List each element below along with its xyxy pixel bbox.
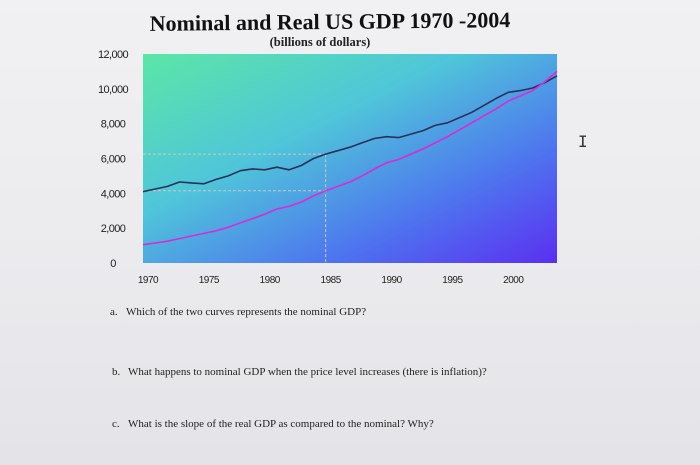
y-tick-label-5: 10,000 (98, 84, 129, 96)
y-axis: 0 2,000 4,000 6,000 8,000 10,000 12,000 (98, 49, 129, 270)
x-tick-label-2: 1980 (260, 275, 281, 286)
x-tick-label-1: 1975 (199, 275, 220, 286)
question-a-label: a. (110, 306, 118, 318)
text-cursor-icon: I (578, 132, 588, 151)
plot-area (143, 54, 557, 263)
question-b-text: What happens to nominal GDP when the pri… (128, 366, 487, 378)
x-tick-label-5: 1995 (442, 275, 463, 286)
series-group (142, 70, 558, 246)
guide-lines (143, 153, 327, 263)
x-tick-label-6: 2000 (503, 275, 524, 286)
question-b: b. What happens to nominal GDP when the p… (112, 366, 487, 378)
question-c-label: c. (112, 418, 120, 430)
y-tick-label-4: 8,000 (101, 119, 126, 131)
x-tick-label-0: 1970 (138, 275, 159, 286)
x-axis: 1970 1975 1980 1985 1990 1995 2000 (138, 275, 525, 286)
question-c-text: What is the slope of the real GDP as com… (128, 418, 434, 430)
x-tick-label-4: 1990 (381, 275, 402, 286)
y-tick-label-6: 12,000 (98, 49, 129, 61)
series-line-0 (142, 75, 558, 193)
chart-subtitle: (billions of dollars) (269, 35, 371, 49)
y-tick-label-0: 0 (110, 258, 116, 270)
y-tick-label-3: 6,000 (101, 154, 126, 166)
question-a-text: Which of the two curves represents the n… (126, 306, 367, 318)
x-tick-label-3: 1985 (321, 275, 342, 286)
y-tick-label-2: 4,000 (101, 188, 126, 200)
question-a: a. Which of the two curves represents the… (110, 306, 366, 318)
question-b-label: b. (112, 366, 121, 378)
question-c: c. What is the slope of the real GDP as c… (112, 418, 434, 430)
y-tick-label-1: 2,000 (101, 223, 126, 235)
series-line-1 (142, 70, 558, 246)
